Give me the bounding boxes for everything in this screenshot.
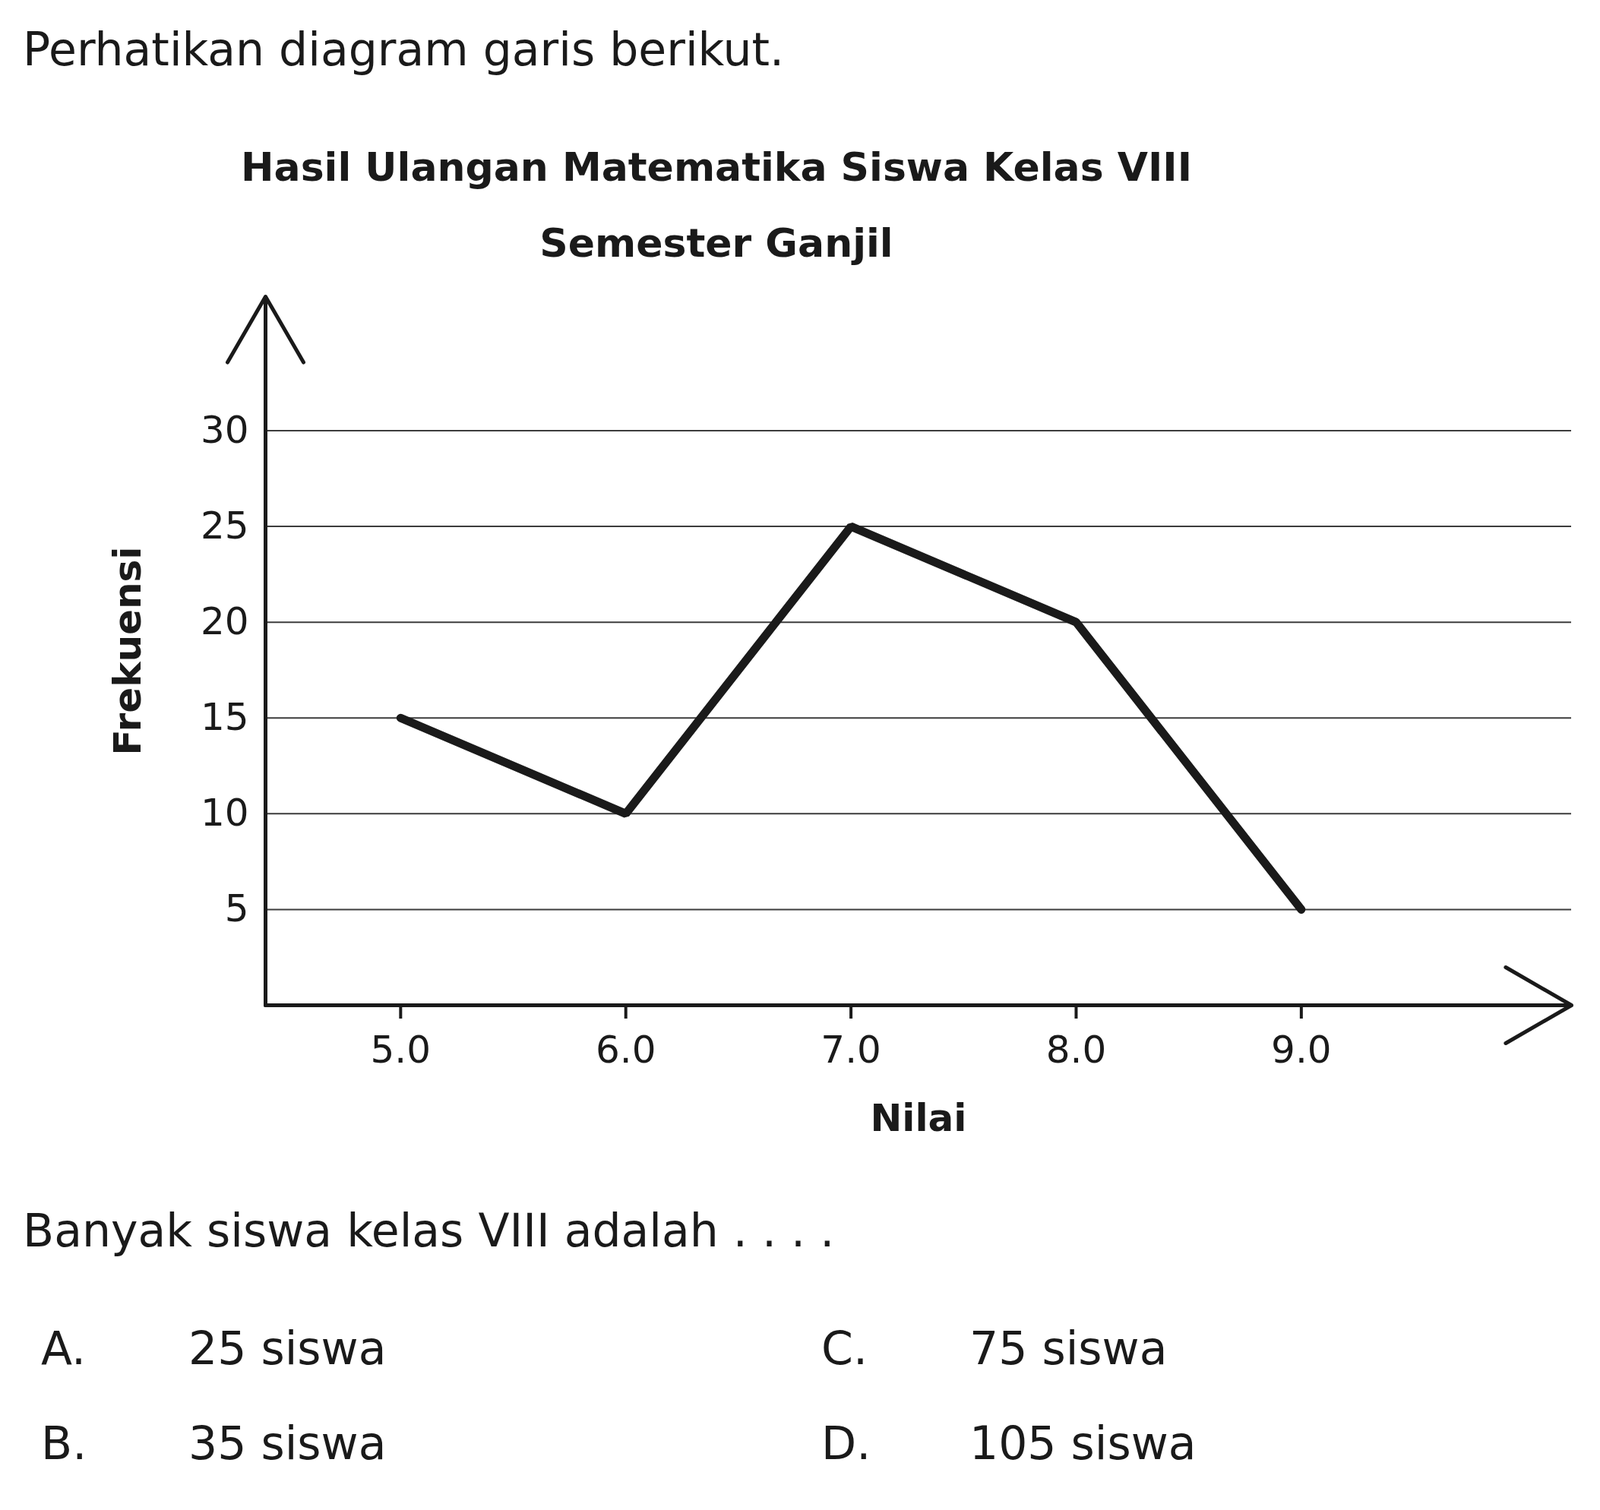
svg-text:20: 20 (200, 599, 250, 644)
svg-text:5.0: 5.0 (370, 1027, 432, 1072)
html-text:Perhatikan diagram garis berik: Perhatikan diagram garis berikut. (22, 22, 785, 76)
html-text:35 siswa: 35 siswa (188, 1416, 387, 1471)
svg-text:25: 25 (200, 503, 250, 548)
html-text:Semester Ganjil: Semester Ganjil (539, 220, 894, 266)
svg-text:5: 5 (224, 886, 250, 931)
html-text:B.: B. (41, 1416, 87, 1471)
svg-text:8.0: 8.0 (1046, 1027, 1107, 1072)
html-text:25 siswa: 25 siswa (188, 1321, 387, 1376)
html-text:Hasil Ulangan Matematika Siswa: Hasil Ulangan Matematika Siswa Kelas VII… (240, 144, 1193, 190)
html-text:75 siswa: 75 siswa (969, 1321, 1168, 1376)
html-text:D.: D. (821, 1416, 871, 1471)
html-text:C.: C. (821, 1321, 868, 1376)
svg-text:Nilai: Nilai (869, 1096, 967, 1141)
svg-text:9.0: 9.0 (1271, 1027, 1332, 1072)
html-text:A.: A. (41, 1321, 86, 1376)
html-text:Banyak siswa kelas VIII adalah: Banyak siswa kelas VIII adalah . . . . (22, 1204, 835, 1258)
svg-text:6.0: 6.0 (595, 1027, 657, 1072)
svg-text:7.0: 7.0 (820, 1027, 882, 1072)
html-text:105 siswa: 105 siswa (969, 1416, 1197, 1471)
svg-text:30: 30 (200, 407, 250, 453)
svg-text:Frekuensi: Frekuensi (105, 547, 150, 756)
svg-text:15: 15 (200, 695, 250, 740)
svg-text:10: 10 (200, 790, 250, 835)
